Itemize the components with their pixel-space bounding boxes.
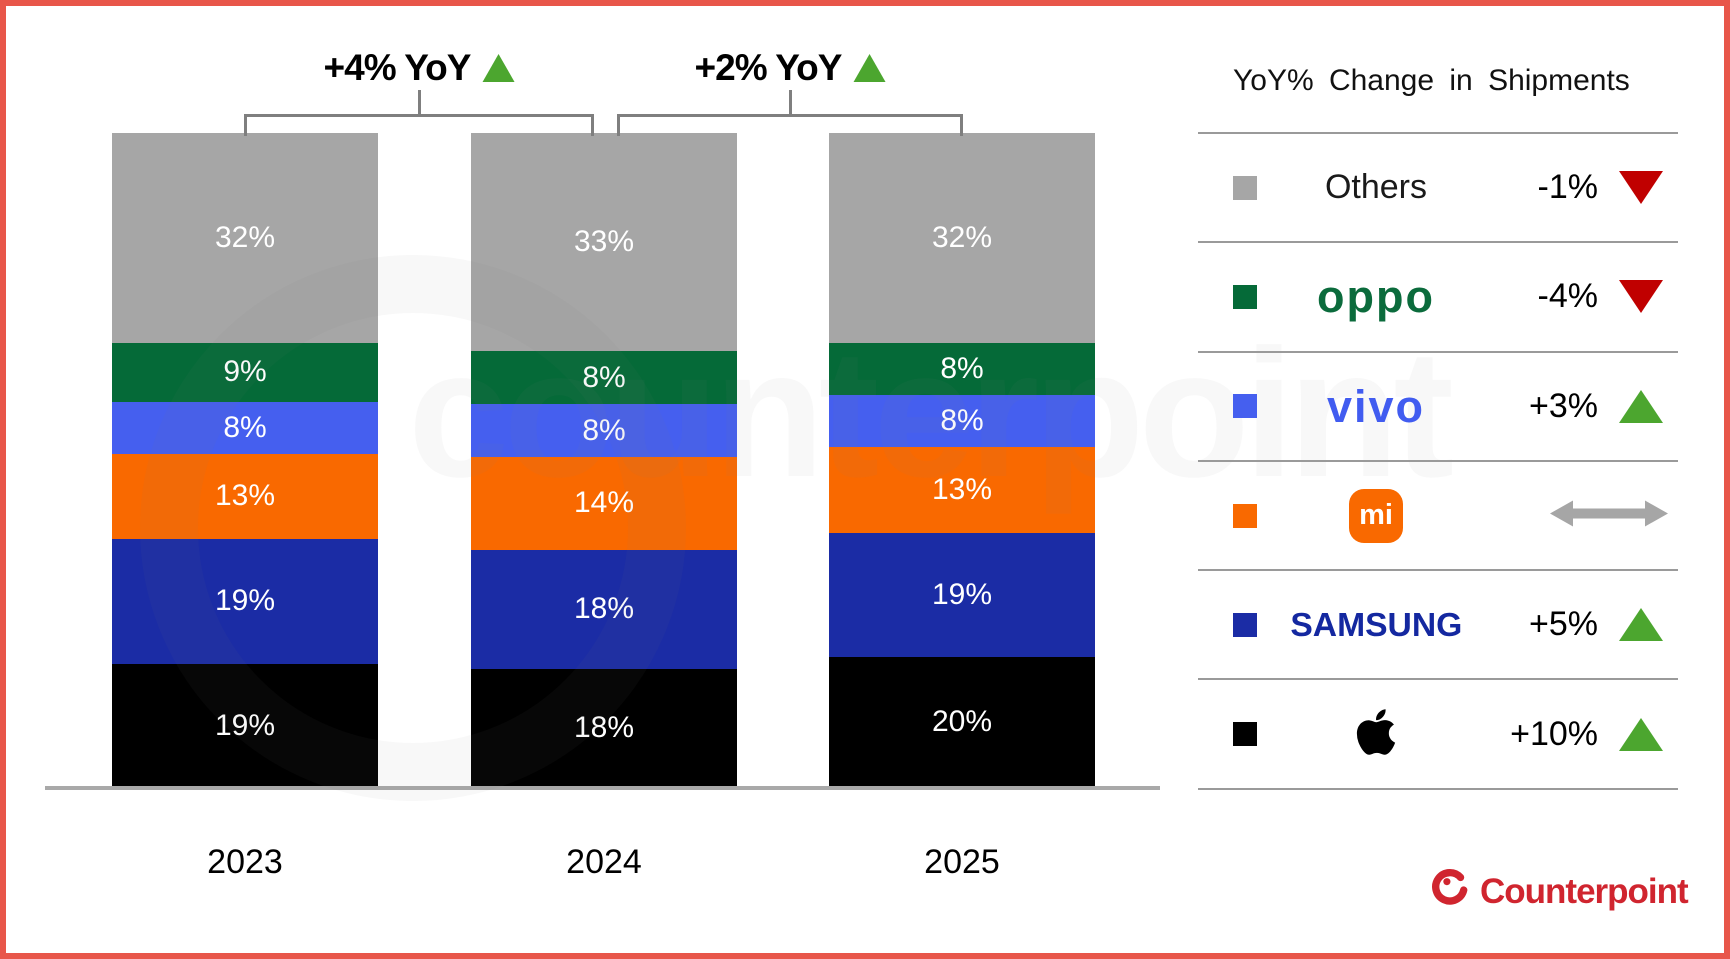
- x-axis-label-2024: 2024: [566, 843, 642, 881]
- yoy-annotation-text: +2% YoY: [694, 47, 843, 88]
- x-axis-label-2025: 2025: [924, 843, 1000, 881]
- bar-segment-apple-2025: 20%: [829, 656, 1095, 788]
- bar-segment-xiaomi-2025: 13%: [829, 447, 1095, 533]
- samsung-logo: SAMSUNG: [1289, 605, 1463, 643]
- bar-segment-samsung-2025: 19%: [829, 532, 1095, 657]
- counterpoint-logo-text: Counterpoint: [1480, 871, 1689, 911]
- x-axis-line: [45, 786, 1160, 790]
- bracket-line: [244, 117, 247, 136]
- bracket-line: [789, 90, 792, 117]
- down-triangle-icon: [1619, 171, 1663, 205]
- legend-change-others: -1%: [1537, 168, 1598, 207]
- counterpoint-logo-icon: [1428, 868, 1470, 915]
- legend-swatch-xiaomi: [1233, 503, 1257, 528]
- legend-row-xiaomi: mi: [1198, 462, 1678, 572]
- up-triangle-icon: [1619, 389, 1663, 423]
- legend-change-apple: +10%: [1510, 714, 1598, 753]
- legend-row-vivo: vivo +3%: [1198, 353, 1678, 462]
- up-triangle-icon: [853, 54, 886, 82]
- legend-change-samsung: +5%: [1529, 605, 1598, 644]
- apple-logo: [1356, 706, 1396, 763]
- down-triangle-icon: [1619, 280, 1663, 314]
- bar-segment-oppo-2025: 8%: [829, 342, 1095, 395]
- segment-value-label: 33%: [573, 225, 635, 259]
- segment-value-label: 32%: [931, 220, 993, 254]
- flat-arrow-icon: [1550, 499, 1668, 532]
- yoy-bracket-0: [244, 90, 594, 136]
- legend-swatch-vivo: [1233, 394, 1257, 419]
- oppo-logo: oppo: [1317, 271, 1435, 323]
- up-triangle-icon: [482, 54, 515, 82]
- counterpoint-logo: Counterpoint: [1428, 868, 1689, 915]
- vivo-logo: vivo: [1326, 380, 1426, 432]
- legend-swatch-oppo: [1233, 284, 1257, 309]
- legend-swatch-samsung: [1233, 612, 1257, 637]
- up-triangle-icon: [1619, 608, 1663, 642]
- segment-value-label: 8%: [940, 351, 984, 385]
- legend-row-oppo: oppo -4%: [1198, 243, 1678, 353]
- legend-title: YoY% Change in Shipments: [1233, 64, 1630, 97]
- mi-logo-text: mi: [1359, 499, 1393, 532]
- segment-value-label: 19%: [931, 577, 993, 611]
- yoy-bracket-1: [617, 90, 963, 136]
- legend-swatch-others: [1233, 175, 1257, 200]
- legend-change-oppo: -4%: [1537, 277, 1598, 316]
- segment-value-label: 8%: [940, 404, 984, 438]
- segment-value-label: 20%: [931, 705, 993, 739]
- bar-segment-vivo-2025: 8%: [829, 394, 1095, 448]
- legend-row-apple: +10%: [1198, 680, 1678, 790]
- bracket-line: [418, 90, 421, 117]
- legend-row-others: Others -1%: [1198, 134, 1678, 244]
- segment-value-label: 32%: [214, 220, 276, 254]
- stacked-bar-2025: 32% 8% 8% 13% 19% 20%: [829, 133, 1095, 788]
- yoy-annotation-0: +4% YoY: [324, 47, 515, 89]
- yoy-annotation-text: +4% YoY: [323, 47, 472, 88]
- legend-change-vivo: +3%: [1529, 386, 1598, 425]
- up-triangle-icon: [1619, 717, 1663, 751]
- xiaomi-logo: mi: [1349, 488, 1403, 543]
- counterpoint-watermark-text: counterpoint: [408, 311, 1454, 515]
- yoy-annotation-1: +2% YoY: [695, 47, 886, 89]
- segment-value-label: 13%: [931, 472, 993, 506]
- legend-panel: Others -1% oppo -4% vivo +3% mi SAMSUNG +5% +10%: [1198, 132, 1678, 790]
- bracket-line: [617, 117, 620, 136]
- bracket-line: [591, 117, 594, 136]
- others-label: Others: [1324, 168, 1428, 207]
- bar-segment-others-2025: 32%: [829, 133, 1095, 343]
- legend-row-samsung: SAMSUNG +5%: [1198, 571, 1678, 681]
- x-axis-label-2023: 2023: [207, 843, 283, 881]
- legend-swatch-apple: [1233, 722, 1257, 747]
- bracket-line: [960, 117, 963, 136]
